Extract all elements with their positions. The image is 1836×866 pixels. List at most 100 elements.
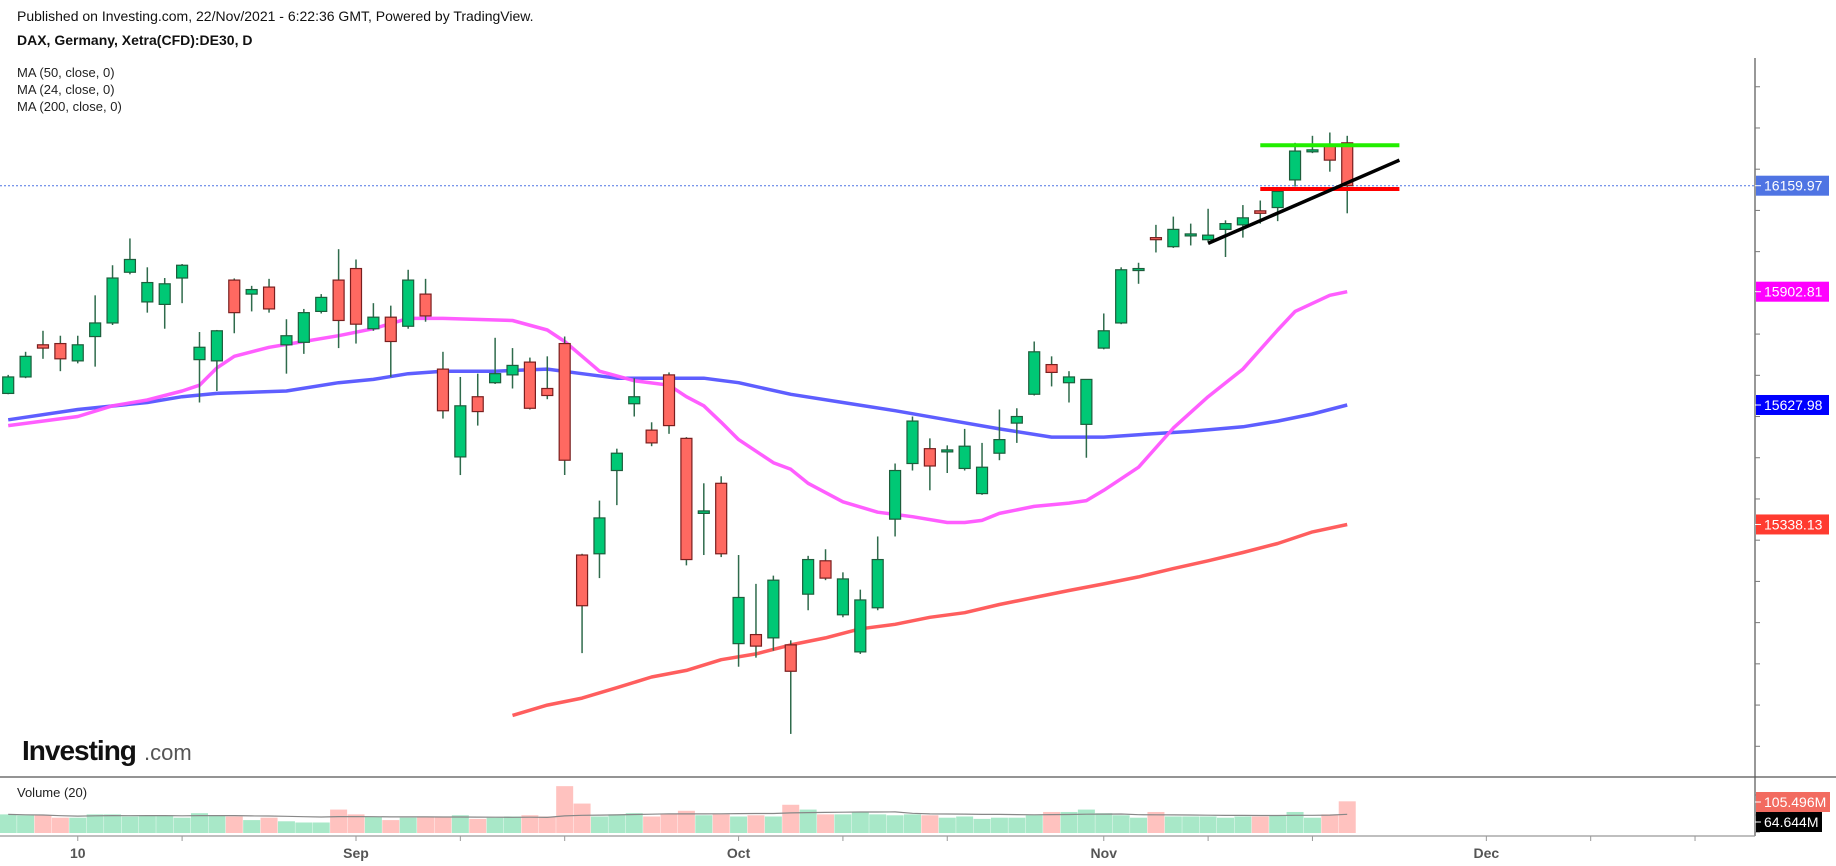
legend-volume[interactable]: Volume (20): [17, 785, 88, 800]
volume-bar: [903, 814, 921, 833]
axes: 10 Sep Oct Nov Dec 16159.97 15902.81 15627.98 15…: [0, 58, 1836, 861]
volume-bar: [660, 814, 678, 833]
investing-logo: Investing .com: [22, 735, 192, 766]
volume-bar: [347, 814, 365, 833]
candle: [645, 422, 658, 447]
volume-bar: [486, 817, 504, 833]
volume-bar: [990, 817, 1008, 833]
x-tick-label: Sep: [343, 845, 369, 861]
candle-body: [1080, 378, 1093, 425]
candle-body: [523, 361, 537, 409]
candle: [1341, 135, 1354, 214]
candle: [176, 264, 189, 304]
candle-body: [1288, 150, 1302, 181]
volume-bar: [451, 815, 469, 833]
candle-body: [19, 355, 32, 378]
x-tick-label: 10: [70, 845, 86, 861]
candle: [2, 374, 15, 395]
candle-body: [662, 374, 676, 427]
volume-bar: [434, 816, 452, 833]
candle: [210, 329, 223, 391]
candle-body: [454, 405, 467, 458]
candle: [575, 553, 589, 654]
candle: [89, 295, 102, 367]
volume-bar: [938, 817, 956, 833]
candle: [19, 351, 32, 379]
candle: [993, 409, 1006, 461]
candle: [906, 416, 919, 471]
candle-body: [297, 312, 310, 343]
candle-body: [749, 633, 763, 647]
volume-bar: [1269, 815, 1287, 833]
candle-body: [332, 279, 345, 322]
candle: [1115, 267, 1128, 325]
candle: [593, 500, 606, 579]
candle-body: [888, 469, 902, 520]
volume-bar: [782, 804, 800, 833]
volume-bar: [1217, 817, 1234, 833]
volume-bar: [799, 809, 817, 833]
candle: [54, 335, 67, 372]
candle-body: [680, 437, 693, 561]
volume-bar: [225, 816, 243, 833]
candle-body: [836, 578, 850, 616]
candle-body: [89, 322, 102, 338]
volume-bar: [34, 815, 52, 833]
volume-bar: [1286, 811, 1304, 833]
candle-body: [71, 344, 84, 362]
volume-bar: [730, 816, 748, 833]
last-price-label: 16159.97: [1764, 178, 1823, 194]
candle: [193, 332, 206, 403]
volume-pane[interactable]: [0, 786, 1356, 833]
candle-body: [645, 429, 658, 444]
legend-ma50[interactable]: MA (50, close, 0): [17, 65, 115, 80]
volume-bar: [364, 816, 382, 833]
candle-body: [802, 558, 815, 595]
candle-body: [1184, 233, 1197, 237]
candle-body: [193, 346, 206, 361]
volume-bar: [1060, 811, 1078, 833]
ma-line-ma24: [7, 289, 1348, 525]
volume-bar: [295, 822, 313, 833]
candle-body: [54, 342, 67, 360]
ma50-value-label: 15627.98: [1764, 397, 1823, 413]
candle-body: [1062, 376, 1076, 384]
candle: [262, 278, 276, 313]
volume-bar: [851, 811, 869, 833]
volume-bar: [504, 816, 522, 833]
volume-bar: [417, 816, 435, 833]
candle: [958, 428, 971, 471]
candle: [732, 555, 745, 667]
candle-body: [210, 330, 223, 362]
volume-bar: [1182, 816, 1200, 833]
candle: [228, 278, 241, 334]
candle-body: [1306, 149, 1319, 153]
candle-body: [402, 279, 415, 327]
legend-ma200[interactable]: MA (200, close, 0): [17, 99, 122, 114]
volume-value-label: 105.496M: [1764, 794, 1826, 810]
candle-body: [1202, 234, 1215, 241]
volume-bar: [1008, 817, 1026, 833]
candle: [1202, 208, 1215, 243]
volume-bar: [869, 814, 887, 833]
candle-body: [158, 283, 171, 306]
candle-body: [1167, 228, 1180, 248]
price-pane[interactable]: [0, 132, 1755, 734]
volume-bar: [17, 815, 35, 833]
ma-line-ma200: [512, 522, 1348, 718]
candle: [384, 305, 397, 377]
ma24-value-label: 15902.81: [1764, 284, 1823, 300]
volume-bar: [138, 815, 156, 833]
candle: [1167, 216, 1180, 248]
candle-body: [975, 466, 989, 495]
candle: [1080, 378, 1093, 458]
candle: [1062, 371, 1076, 403]
candle-body: [1219, 223, 1232, 230]
legend-ma24[interactable]: MA (24, close, 0): [17, 82, 115, 97]
candle-body: [1341, 142, 1354, 187]
candle: [628, 378, 641, 417]
volume-bar: [538, 816, 556, 833]
candle-body: [610, 452, 623, 472]
candle: [454, 376, 467, 476]
